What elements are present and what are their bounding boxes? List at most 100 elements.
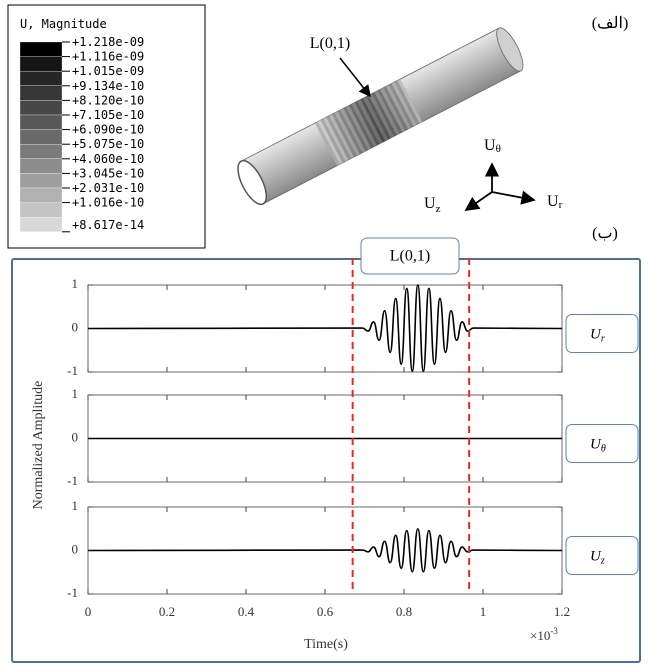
- panel-label: (ب): [592, 225, 618, 242]
- contour-band: [343, 106, 369, 152]
- legend-label: +3.045e-10: [72, 166, 144, 180]
- contour-band: [377, 89, 403, 134]
- legend-swatch: [19, 85, 63, 101]
- mode-box: [360, 237, 460, 275]
- x-tick-label: 0.4: [238, 604, 255, 619]
- contour-band: [326, 115, 352, 160]
- y-tick-label: 0: [72, 319, 79, 334]
- legend-swatch: [19, 41, 63, 57]
- contour-band: [391, 82, 417, 127]
- contour-band: [340, 108, 366, 153]
- contour-band: [323, 117, 349, 162]
- legend-label: +1.016e-10: [72, 196, 144, 210]
- contour-band: [346, 105, 372, 150]
- sub: z: [436, 203, 441, 215]
- base: ×10: [530, 628, 550, 643]
- legend-label: +8.617e-14: [72, 218, 144, 232]
- contour-band: [349, 104, 374, 149]
- x-tick-label: 1.2: [554, 604, 570, 619]
- series-line: [87, 527, 563, 573]
- panel-label: (الف): [592, 15, 629, 32]
- legend-swatch: [19, 114, 63, 130]
- legend-swatch: [19, 129, 63, 145]
- contour-band: [368, 93, 394, 138]
- legend-swatch: [19, 56, 63, 72]
- main: U: [590, 437, 602, 453]
- y-tick-label: 1: [72, 498, 79, 513]
- legend-label: +9.134e-10: [72, 79, 144, 93]
- chart-frame: [11, 258, 641, 663]
- contour-band: [351, 102, 377, 147]
- y-tick-label: -1: [67, 585, 78, 600]
- axis-arrow: [491, 190, 536, 205]
- contour-band: [371, 92, 397, 137]
- x-tick-label: 0.8: [396, 604, 412, 619]
- sub: r: [559, 199, 563, 211]
- y-axis-label: Normalized Amplitude: [31, 381, 46, 510]
- axis-label: Ur: [547, 193, 563, 211]
- x-axis-label: Time(s): [304, 637, 348, 652]
- contour-band: [383, 86, 409, 131]
- y-tick-label: -1: [67, 473, 78, 488]
- sub: r: [601, 334, 605, 345]
- legend-label: +1.218e-09: [72, 35, 144, 49]
- contour-band: [380, 87, 406, 133]
- series-label-box: [565, 424, 639, 463]
- series-label: Ur: [590, 327, 605, 345]
- main: U: [590, 327, 602, 343]
- legend-label: +4.060e-10: [72, 152, 144, 166]
- contour-band: [394, 80, 420, 125]
- y-tick-label: 1: [72, 386, 79, 401]
- y-tick-label: 1: [72, 276, 79, 291]
- main: U: [484, 137, 496, 154]
- x-tick-label: 0: [85, 604, 92, 619]
- series-line: [87, 284, 563, 372]
- contour-band: [317, 120, 343, 165]
- legend-swatch: [19, 144, 63, 159]
- legend-swatch: [19, 71, 63, 86]
- main: U: [424, 195, 436, 212]
- x-tick-label: 0.2: [159, 604, 175, 619]
- contour-band: [366, 95, 391, 140]
- x-tick-label: 0.6: [317, 604, 334, 619]
- sub: θ: [601, 444, 606, 455]
- legend-label: +8.120e-10: [72, 93, 144, 107]
- mode-label: L(0,1): [390, 248, 430, 265]
- contour-band: [337, 109, 363, 155]
- contour-band: [354, 101, 380, 146]
- legend-swatch: [19, 100, 63, 116]
- contour-band: [374, 90, 400, 135]
- legend-swatch: [19, 158, 63, 174]
- exponent: -3: [550, 626, 558, 636]
- sub: θ: [496, 143, 501, 155]
- series-label-box: [565, 314, 639, 353]
- contour-band: [331, 112, 357, 157]
- legend-label: +6.090e-10: [72, 123, 144, 137]
- x-multiplier: ×10-3: [530, 626, 558, 643]
- contour-band: [357, 99, 383, 144]
- legend-swatch: [19, 202, 63, 218]
- legend-label: +1.116e-09: [72, 50, 144, 64]
- y-tick-label: -1: [67, 363, 78, 378]
- contour-band: [388, 83, 414, 128]
- legend-swatch: [19, 217, 63, 232]
- contour-band: [320, 118, 346, 163]
- y-tick-label: 0: [72, 541, 79, 556]
- series-label-box: [565, 536, 639, 575]
- y-tick-label: 0: [72, 429, 79, 444]
- contour-band: [360, 98, 386, 143]
- legend-swatch: [19, 173, 63, 189]
- axis-arrow: [464, 191, 493, 212]
- contour-band: [334, 111, 360, 156]
- contour-band: [314, 121, 340, 166]
- contour-band: [363, 96, 389, 141]
- contour-band: [385, 84, 411, 130]
- series-label: Uz: [590, 549, 605, 567]
- legend-label: +1.015e-09: [72, 64, 144, 78]
- main: U: [590, 549, 602, 565]
- mode-label: L(0,1): [310, 35, 350, 52]
- legend-label: +7.105e-10: [72, 108, 144, 122]
- pipe: [237, 27, 524, 206]
- sub: z: [600, 556, 605, 567]
